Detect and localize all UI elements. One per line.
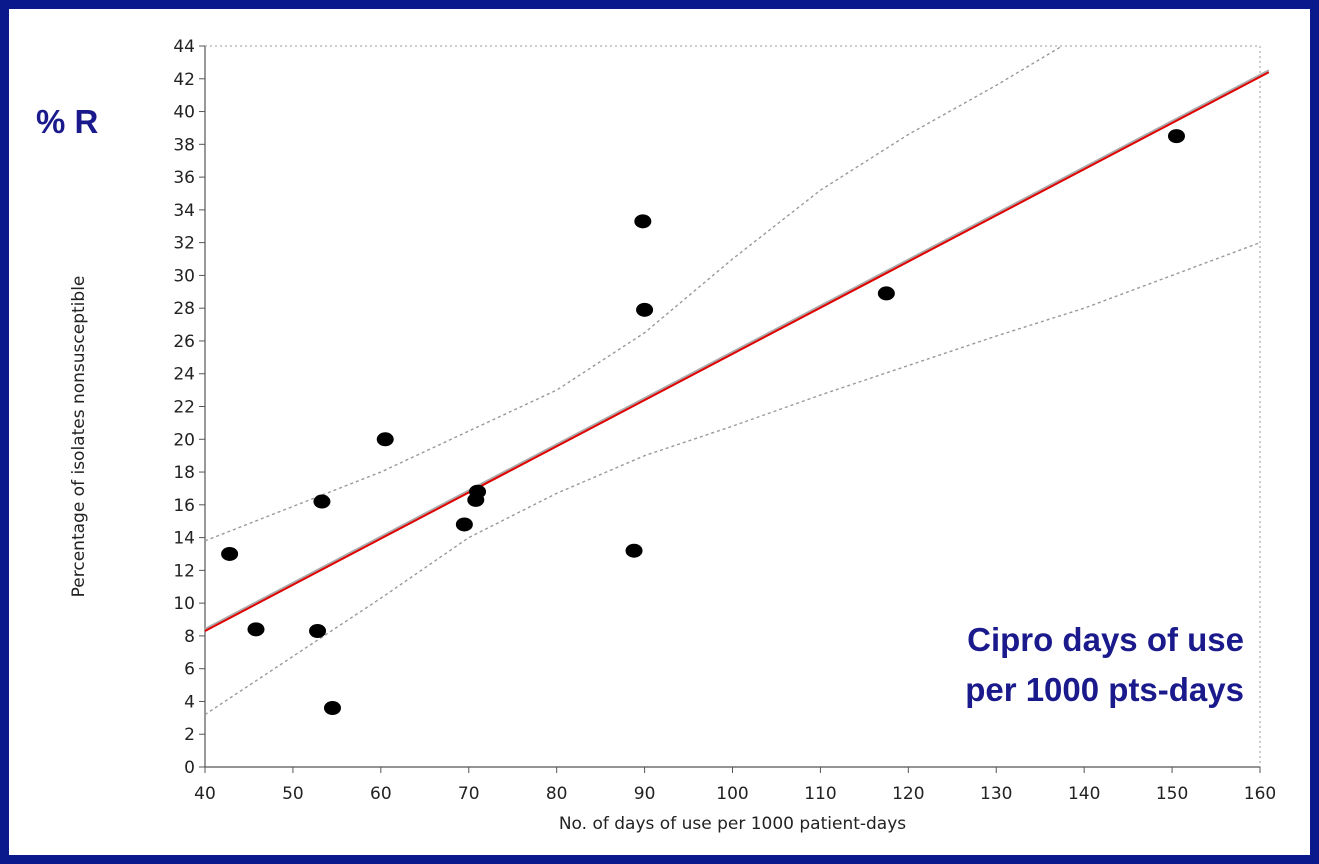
data-point (469, 484, 487, 499)
y-tick-label: 6 (184, 660, 195, 680)
data-point (221, 546, 239, 561)
x-tick-label: 100 (716, 784, 748, 804)
x-overlay-line2: per 1000 pts-days (965, 671, 1244, 708)
y-tick-label: 20 (173, 430, 195, 450)
fit-line-shadow (204, 69, 1270, 630)
y-tick-label: 26 (173, 332, 195, 352)
x-tick-label: 120 (892, 784, 924, 804)
y-tick-label: 30 (173, 266, 195, 286)
data-point (376, 432, 394, 447)
data-point (309, 623, 327, 638)
y-tick-label: 34 (173, 201, 195, 221)
y-tick-label: 24 (173, 365, 195, 385)
y-tick-label: 18 (173, 463, 195, 483)
y-tick-label: 36 (173, 168, 195, 188)
x-overlay-line1: Cipro days of use (967, 621, 1244, 658)
x-tick-label: 50 (282, 784, 304, 804)
y-tick-label: 2 (184, 725, 195, 745)
x-tick-label: 140 (1068, 784, 1100, 804)
y-tick-label: 22 (173, 398, 195, 418)
y-tick-label: 8 (184, 627, 195, 647)
data-point (323, 701, 341, 716)
x-axis: 40 50 60 70 80 90 100 110 120 130 140 150 160 (194, 767, 1276, 804)
x-tick-label: 130 (980, 784, 1012, 804)
y-tick-label: 28 (173, 299, 195, 319)
data-point (636, 302, 654, 317)
data-point (877, 286, 895, 301)
scatter-chart: 0246810121416182022242628303234363840424… (69, 37, 1276, 834)
confidence-band-upper (204, 45, 1063, 542)
x-tick-label: 70 (458, 784, 480, 804)
y-tick-label: 40 (173, 103, 195, 123)
y-tick-label: 38 (173, 135, 195, 155)
y-tick-label: 12 (173, 561, 195, 581)
y-tick-label: 4 (184, 692, 195, 712)
y-axis-title: Percentage of isolates nonsusceptible (69, 276, 89, 598)
data-point (634, 214, 652, 229)
y-tick-label: 16 (173, 496, 195, 516)
slide: 0 2 4 6 8 10 12 14 16 18 20 22 24 26 28 30 32 34 36 38 40 42 4… (9, 9, 1310, 855)
data-point (455, 517, 473, 532)
confidence-bands (204, 45, 1261, 716)
fit-line (204, 71, 1270, 632)
x-tick-label: 110 (804, 784, 836, 804)
x-tick-label: 40 (194, 784, 216, 804)
data-point (1167, 129, 1185, 144)
y-overlay-label: % R (36, 103, 99, 140)
x-tick-label: 80 (546, 784, 568, 804)
fit-line-group (204, 69, 1270, 632)
data-point (313, 494, 331, 509)
y-tick-label: 10 (173, 594, 195, 614)
confidence-band-lower (204, 241, 1261, 716)
y-tick-label: 0 (184, 758, 195, 778)
data-point (625, 543, 643, 558)
data-point (247, 622, 265, 637)
data-points (221, 129, 1185, 716)
x-axis-title: No. of days of use per 1000 patient-days (559, 814, 906, 834)
y-axis: 0246810121416182022242628303234363840424… (173, 37, 205, 778)
x-overlay-label: Cipro days of use per 1000 pts-days (965, 615, 1244, 715)
y-tick-label: 14 (173, 529, 195, 549)
x-tick-label: 150 (1156, 784, 1188, 804)
y-tick-label: 42 (173, 70, 195, 90)
y-tick-label: 32 (173, 234, 195, 254)
x-tick-label: 60 (370, 784, 392, 804)
y-tick-label: 44 (173, 37, 195, 57)
x-tick-label: 90 (634, 784, 656, 804)
x-tick-label: 160 (1244, 784, 1276, 804)
